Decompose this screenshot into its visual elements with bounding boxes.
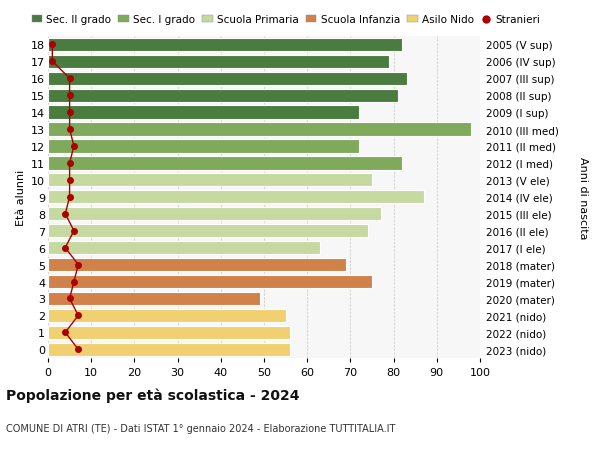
Point: [73, 346, 83, 353]
Point: [61, 245, 70, 252]
Bar: [48, 292, 260, 305]
Point: [65, 194, 74, 201]
Point: [65, 295, 74, 302]
Bar: [48, 224, 368, 238]
Bar: [48, 258, 346, 272]
Bar: [48, 90, 398, 102]
Bar: [48, 241, 320, 255]
Point: [69, 143, 79, 150]
Bar: [48, 343, 290, 356]
Point: [73, 312, 83, 319]
Point: [65, 92, 74, 100]
Bar: [48, 309, 286, 322]
Bar: [48, 275, 372, 289]
Bar: [48, 39, 402, 52]
Bar: [48, 56, 389, 69]
Y-axis label: Età alunni: Età alunni: [16, 169, 26, 225]
Bar: [48, 106, 359, 119]
Point: [65, 75, 74, 83]
Bar: [48, 123, 472, 136]
Bar: [48, 191, 424, 204]
Point: [69, 228, 79, 235]
Point: [65, 160, 74, 167]
Bar: [48, 174, 372, 187]
Bar: [48, 326, 290, 339]
Y-axis label: Anni di nascita: Anni di nascita: [578, 156, 588, 239]
Point: [65, 177, 74, 184]
Bar: [48, 140, 359, 153]
Point: [69, 278, 79, 285]
Bar: [48, 157, 402, 170]
Point: [61, 211, 70, 218]
Point: [73, 261, 83, 269]
Legend: Sec. II grado, Sec. I grado, Scuola Primaria, Scuola Infanzia, Asilo Nido, Stran: Sec. II grado, Sec. I grado, Scuola Prim…: [32, 15, 541, 25]
Point: [65, 126, 74, 134]
Text: Popolazione per età scolastica - 2024: Popolazione per età scolastica - 2024: [6, 388, 299, 403]
Text: COMUNE DI ATRI (TE) - Dati ISTAT 1° gennaio 2024 - Elaborazione TUTTITALIA.IT: COMUNE DI ATRI (TE) - Dati ISTAT 1° genn…: [6, 424, 395, 433]
Point: [47, 58, 57, 66]
Point: [47, 41, 57, 49]
Bar: [48, 73, 407, 85]
Bar: [48, 207, 380, 221]
Point: [65, 109, 74, 117]
Point: [61, 329, 70, 336]
